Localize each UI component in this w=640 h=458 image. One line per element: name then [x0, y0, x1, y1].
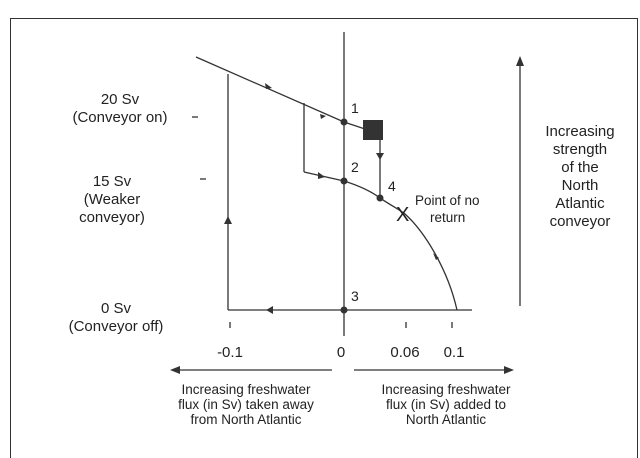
no-return-label-1: Point of no	[415, 193, 480, 208]
strength-caption-2: strength	[553, 141, 607, 158]
point-2	[340, 177, 348, 185]
level-15-desc-2: conveyor)	[79, 209, 145, 226]
level-15-value: 15 Sv	[93, 173, 132, 190]
strength-caption-3: of the	[561, 159, 599, 176]
right-caption-2: flux (in Sv) added to	[386, 397, 506, 412]
strength-caption-1: Increasing	[545, 123, 614, 140]
arrowhead	[265, 83, 272, 89]
x-tick-label: 0	[337, 344, 345, 361]
level-20-desc: (Conveyor on)	[72, 109, 167, 126]
point-1	[340, 118, 348, 126]
right-caption-1: Increasing freshwater	[381, 382, 511, 397]
arrowhead	[266, 306, 273, 314]
level-0-desc: (Conveyor off)	[69, 318, 164, 335]
no-return-label-2: return	[430, 210, 465, 225]
arrowhead	[224, 216, 232, 224]
point-3-label: 3	[351, 288, 359, 304]
arrowhead	[320, 114, 326, 119]
point-4-label: 4	[388, 178, 396, 194]
left-caption-1: Increasing freshwater	[181, 382, 311, 397]
current-state-marker	[363, 120, 383, 140]
strength-arrowhead	[516, 56, 524, 66]
arrowhead	[433, 253, 439, 260]
lower-curve	[303, 171, 458, 311]
strength-caption-6: conveyor	[550, 213, 611, 230]
x-tick-label: -0.1	[217, 344, 243, 361]
arrowhead	[318, 172, 325, 179]
no-return-marker: X	[396, 204, 409, 226]
left-arrowhead	[170, 366, 180, 374]
left-caption-3: from North Atlantic	[190, 412, 301, 427]
right-arrowhead	[504, 366, 514, 374]
x-tick-label: 0.06	[390, 344, 419, 361]
left-caption-2: flux (in Sv) taken away	[178, 397, 314, 412]
point-2-label: 2	[351, 159, 359, 175]
point-1-label: 1	[351, 100, 359, 116]
arrowhead	[376, 153, 384, 160]
point-4	[376, 194, 384, 202]
level-0-value: 0 Sv	[101, 300, 132, 317]
diagram-frame	[10, 18, 638, 458]
strength-caption-4: North	[562, 177, 599, 194]
point-3	[340, 306, 348, 314]
strength-caption-5: Atlantic	[555, 195, 605, 212]
level-15-desc: (Weaker	[84, 191, 140, 208]
x-tick-label: 0.1	[444, 344, 465, 361]
level-20-value: 20 Sv	[101, 91, 140, 108]
upper-curve	[195, 56, 381, 135]
right-caption-3: North Atlantic	[406, 412, 487, 427]
